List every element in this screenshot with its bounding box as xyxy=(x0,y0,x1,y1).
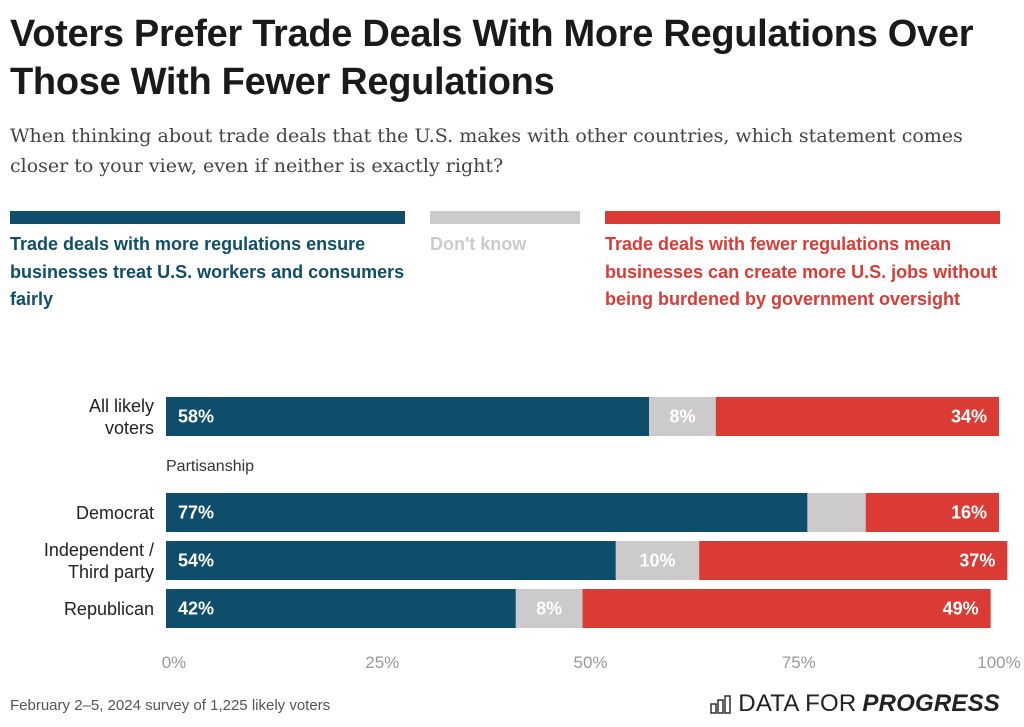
legend-label: Don't know xyxy=(430,234,527,254)
bar-data-label: 49% xyxy=(943,599,979,619)
data-for-progress-logo: DATA FOR PROGRESS xyxy=(710,690,1000,718)
row-label-line: voters xyxy=(104,417,154,438)
bar-data-label: 16% xyxy=(951,503,987,523)
bar-data-label: 42% xyxy=(178,599,214,619)
group-label-partisanship: Partisanship xyxy=(166,458,255,475)
x-tick-label: 0% xyxy=(162,653,187,672)
footnote: February 2–5, 2024 survey of 1,225 likel… xyxy=(10,697,331,714)
x-tick-label: 75% xyxy=(782,653,816,672)
bar-data-label: 54% xyxy=(178,551,214,571)
row-label: Republican xyxy=(64,598,154,620)
bar-segment xyxy=(865,493,999,532)
bar-data-label: 8% xyxy=(669,407,695,427)
logo-text-bold: PROGRESS xyxy=(862,690,1000,717)
row-label-line: Third party xyxy=(67,561,154,582)
stacked-bar-chart: 58% 8% 34% 77% 16% 54% 10% 37% 42% 8% 49% 0% 25% 50% 7… xyxy=(162,397,1021,672)
row-label-line: Republican xyxy=(63,598,154,619)
bar-data-label: 58% xyxy=(178,407,214,427)
chart-title: Voters Prefer Trade Deals With More Regu… xyxy=(10,13,974,103)
bar-segment xyxy=(166,493,808,532)
row-label-line: All likely xyxy=(88,395,154,416)
bar-segment xyxy=(649,397,716,436)
legend-swatch xyxy=(605,211,1000,224)
bar-segment xyxy=(166,589,516,628)
bar-segment xyxy=(515,589,583,628)
bar-data-label: 8% xyxy=(536,599,562,619)
bar-data-label: 10% xyxy=(639,551,675,571)
logo-text-regular: DATA FOR xyxy=(738,690,857,717)
legend-swatch xyxy=(10,211,405,224)
x-tick-label: 50% xyxy=(573,653,607,672)
legend-label: Trade deals with fewer regulations mean … xyxy=(605,234,998,309)
bar-data-label: 37% xyxy=(959,551,995,571)
row-label: Independent / Third party xyxy=(44,539,154,583)
legend-label: Trade deals with more regulations ensure… xyxy=(10,234,405,309)
x-tick-label: 100% xyxy=(977,653,1020,672)
x-tick-label: 25% xyxy=(365,653,399,672)
bar-segment xyxy=(166,541,616,580)
bar-segment xyxy=(715,397,999,436)
row-label: Democrat xyxy=(76,502,154,524)
bar-chart-icon xyxy=(710,695,731,714)
bar-segment xyxy=(615,541,700,580)
legend-item-fewer-regulations: Trade deals with fewer regulations mean … xyxy=(605,211,1000,314)
bar-segment xyxy=(699,541,1008,580)
bar-segment xyxy=(166,397,650,436)
bar-segment xyxy=(582,589,991,628)
legend-item-dont-know: Don't know xyxy=(430,211,580,259)
row-label: All likely voters xyxy=(89,395,154,439)
bar-data-label: 77% xyxy=(178,503,214,523)
bar-data-label: 34% xyxy=(951,407,987,427)
legend-swatch xyxy=(430,211,580,224)
bar-segment xyxy=(807,493,866,532)
row-label-line: Democrat xyxy=(75,502,154,523)
chart-subtitle: When thinking about trade deals that the… xyxy=(10,125,963,177)
legend-item-more-regulations: Trade deals with more regulations ensure… xyxy=(10,211,405,314)
row-label-line: Independent / xyxy=(43,539,154,560)
